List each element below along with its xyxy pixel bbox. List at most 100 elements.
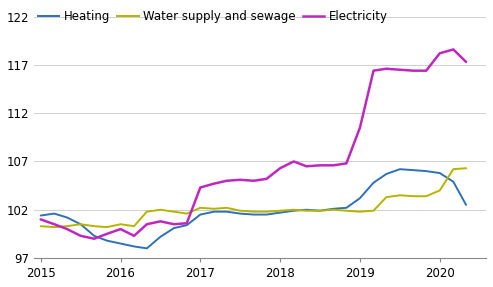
Electricity — [437, 52, 443, 55]
Heating — [64, 216, 70, 219]
Heating — [184, 224, 190, 227]
Electricity — [131, 234, 137, 238]
Water supply and sewage — [144, 210, 150, 214]
Water supply and sewage — [251, 210, 257, 214]
Line: Heating: Heating — [41, 169, 466, 248]
Electricity — [91, 237, 97, 241]
Water supply and sewage — [397, 193, 403, 197]
Electricity — [411, 69, 417, 72]
Heating — [144, 247, 150, 250]
Heating — [211, 210, 217, 214]
Electricity — [277, 166, 283, 170]
Heating — [331, 207, 337, 210]
Heating — [38, 214, 44, 217]
Heating — [463, 203, 469, 207]
Heating — [77, 222, 83, 226]
Heating — [237, 212, 243, 215]
Water supply and sewage — [237, 209, 243, 212]
Water supply and sewage — [91, 224, 97, 228]
Electricity — [38, 218, 44, 221]
Heating — [437, 171, 443, 175]
Water supply and sewage — [104, 225, 110, 229]
Water supply and sewage — [357, 210, 363, 214]
Electricity — [384, 67, 389, 71]
Heating — [51, 212, 57, 215]
Electricity — [104, 232, 110, 236]
Electricity — [237, 178, 243, 182]
Electricity — [197, 186, 203, 189]
Heating — [157, 235, 163, 238]
Heating — [264, 213, 270, 216]
Water supply and sewage — [304, 209, 310, 212]
Heating — [411, 168, 417, 172]
Water supply and sewage — [131, 224, 137, 228]
Water supply and sewage — [451, 167, 457, 171]
Electricity — [317, 164, 323, 167]
Water supply and sewage — [171, 210, 177, 214]
Water supply and sewage — [437, 189, 443, 192]
Heating — [171, 226, 177, 230]
Water supply and sewage — [291, 208, 297, 212]
Electricity — [264, 177, 270, 181]
Water supply and sewage — [411, 195, 417, 198]
Electricity — [291, 160, 297, 163]
Water supply and sewage — [277, 209, 283, 212]
Electricity — [463, 60, 469, 64]
Water supply and sewage — [423, 195, 429, 198]
Electricity — [451, 48, 457, 51]
Electricity — [64, 227, 70, 231]
Water supply and sewage — [344, 209, 350, 212]
Heating — [91, 234, 97, 238]
Heating — [117, 242, 123, 245]
Electricity — [397, 68, 403, 71]
Heating — [344, 206, 350, 210]
Heating — [224, 210, 230, 214]
Heating — [251, 213, 257, 216]
Heating — [357, 196, 363, 200]
Water supply and sewage — [197, 206, 203, 210]
Water supply and sewage — [51, 225, 57, 229]
Electricity — [51, 222, 57, 226]
Electricity — [357, 126, 363, 129]
Electricity — [304, 164, 310, 168]
Water supply and sewage — [331, 208, 337, 212]
Heating — [104, 239, 110, 242]
Electricity — [117, 227, 123, 231]
Heating — [397, 167, 403, 171]
Water supply and sewage — [77, 222, 83, 226]
Heating — [197, 213, 203, 216]
Water supply and sewage — [371, 209, 377, 212]
Water supply and sewage — [211, 207, 217, 210]
Heating — [304, 208, 310, 212]
Water supply and sewage — [317, 209, 323, 212]
Water supply and sewage — [64, 224, 70, 228]
Heating — [451, 180, 457, 183]
Heating — [371, 181, 377, 185]
Electricity — [157, 220, 163, 223]
Line: Electricity: Electricity — [41, 49, 466, 239]
Heating — [131, 245, 137, 248]
Electricity — [184, 222, 190, 225]
Water supply and sewage — [224, 206, 230, 210]
Water supply and sewage — [384, 195, 389, 199]
Electricity — [423, 69, 429, 72]
Electricity — [224, 179, 230, 183]
Heating — [423, 169, 429, 173]
Heating — [291, 209, 297, 212]
Electricity — [251, 179, 257, 183]
Water supply and sewage — [463, 166, 469, 170]
Water supply and sewage — [184, 212, 190, 215]
Electricity — [331, 164, 337, 167]
Legend: Heating, Water supply and sewage, Electricity: Heating, Water supply and sewage, Electr… — [35, 8, 390, 26]
Electricity — [344, 162, 350, 165]
Line: Water supply and sewage: Water supply and sewage — [41, 168, 466, 227]
Electricity — [171, 222, 177, 226]
Electricity — [144, 222, 150, 226]
Heating — [384, 172, 389, 176]
Heating — [277, 211, 283, 214]
Electricity — [211, 182, 217, 185]
Water supply and sewage — [117, 222, 123, 226]
Water supply and sewage — [264, 210, 270, 214]
Electricity — [371, 69, 377, 72]
Water supply and sewage — [157, 208, 163, 212]
